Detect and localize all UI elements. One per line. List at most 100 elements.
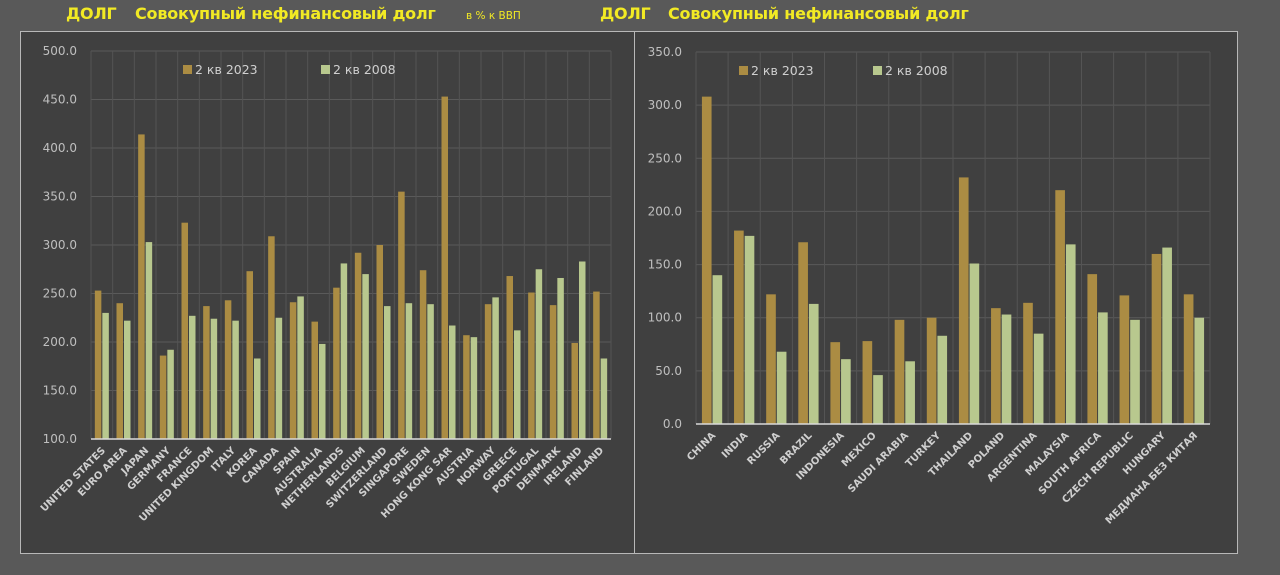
left-header-title: Совокупный нефинансовый долг bbox=[135, 4, 436, 23]
right-bar-chart: 350.0 300.0 250.0 200.0 150.0 100.0 50.0 0.0CHI… bbox=[648, 45, 1211, 527]
right-chart-panel: 350.0 300.0 250.0 200.0 150.0 100.0 50.0 0.0 CHI… bbox=[634, 31, 1238, 554]
bar-2008 bbox=[905, 361, 915, 424]
bar-2008 bbox=[1162, 247, 1172, 424]
bar-2023 bbox=[926, 317, 937, 424]
bar-2023 bbox=[593, 291, 600, 439]
bar-2008 bbox=[362, 274, 369, 439]
x-category-label: INDIA bbox=[720, 430, 750, 460]
y-tick-label: 350.0 bbox=[43, 190, 77, 204]
bar-2008 bbox=[340, 263, 348, 439]
y-tick-label: 200.0 bbox=[43, 335, 77, 349]
bar-2023 bbox=[766, 294, 776, 424]
bar-2023 bbox=[528, 292, 535, 439]
legend-label: 2 кв 2008 bbox=[333, 62, 396, 77]
bar-2008 bbox=[808, 303, 819, 424]
y-tick-label: 200.0 bbox=[648, 204, 682, 218]
bar-2008 bbox=[776, 351, 787, 424]
y-tick-label: 450.0 bbox=[43, 93, 77, 107]
bar-2023 bbox=[138, 134, 145, 440]
bar-2008 bbox=[873, 375, 883, 424]
bar-2008 bbox=[557, 277, 564, 439]
bar-2008 bbox=[1033, 333, 1044, 424]
bar-2023 bbox=[463, 335, 470, 439]
bar-2008 bbox=[744, 235, 755, 424]
legend-label: 2 кв 2023 bbox=[751, 63, 814, 78]
bar-2023 bbox=[571, 342, 578, 439]
bar-2008 bbox=[514, 330, 521, 439]
y-tick-label: 350.0 bbox=[648, 45, 682, 59]
left-header-tag: ДОЛГ bbox=[66, 4, 117, 23]
y-tick-label: 300.0 bbox=[648, 98, 682, 112]
left-chart-panel: 500.0 450.0 400.0 350.0 300.0 250.0 200.0 150.0… bbox=[20, 31, 635, 554]
legend-swatch-2008 bbox=[321, 65, 330, 74]
y-tick-label: 300.0 bbox=[43, 238, 77, 252]
bar-2023 bbox=[311, 321, 318, 439]
bar-2023 bbox=[894, 319, 905, 424]
bar-2023 bbox=[1151, 253, 1162, 424]
bar-2023 bbox=[441, 96, 448, 439]
legend-swatch-2023 bbox=[183, 65, 192, 74]
bar-2023 bbox=[1087, 274, 1098, 424]
bar-2023 bbox=[1055, 190, 1065, 424]
bar-2023 bbox=[268, 236, 275, 439]
bar-2023 bbox=[549, 305, 557, 439]
bar-2023 bbox=[289, 302, 297, 439]
x-category-label: SAUDI ARABIA bbox=[846, 430, 911, 495]
y-tick-label: 150.0 bbox=[43, 384, 77, 398]
bar-2008 bbox=[232, 320, 239, 439]
legend-label: 2 кв 2023 bbox=[195, 62, 258, 77]
bar-2023 bbox=[701, 96, 712, 424]
bar-2008 bbox=[1065, 244, 1076, 424]
bar-2008 bbox=[319, 343, 326, 439]
y-tick-label: 250.0 bbox=[43, 287, 77, 301]
y-tick-label: 150.0 bbox=[648, 258, 682, 272]
bar-2023 bbox=[862, 341, 873, 424]
bar-2023 bbox=[798, 242, 808, 424]
legend-swatch-2023 bbox=[739, 66, 748, 75]
bar-2008 bbox=[297, 296, 304, 439]
bar-2008 bbox=[712, 275, 723, 424]
bar-2008 bbox=[535, 269, 543, 439]
bar-2023 bbox=[419, 270, 427, 439]
bar-2023 bbox=[398, 191, 405, 439]
right-header-title: Совокупный нефинансовый долг bbox=[668, 4, 969, 23]
bar-2008 bbox=[600, 358, 608, 439]
bar-2023 bbox=[181, 222, 188, 439]
bar-2023 bbox=[224, 300, 232, 439]
bar-2023 bbox=[1119, 295, 1130, 424]
bar-2023 bbox=[991, 308, 1001, 424]
bar-2023 bbox=[830, 342, 841, 424]
bar-2023 bbox=[484, 304, 492, 439]
y-tick-label: 100.0 bbox=[43, 432, 77, 446]
bar-2008 bbox=[1098, 312, 1108, 424]
bar-2023 bbox=[734, 230, 744, 424]
bar-2008 bbox=[427, 304, 434, 439]
bar-2023 bbox=[333, 287, 340, 439]
bar-2023 bbox=[246, 271, 253, 439]
bar-2008 bbox=[492, 297, 499, 439]
legend-swatch-2008 bbox=[873, 66, 882, 75]
bar-2008 bbox=[102, 312, 109, 439]
bar-2008 bbox=[145, 242, 153, 439]
bar-2023 bbox=[354, 252, 362, 439]
bar-2023 bbox=[376, 245, 383, 439]
y-tick-label: 400.0 bbox=[43, 141, 77, 155]
bar-2023 bbox=[116, 303, 123, 439]
bar-2008 bbox=[275, 317, 283, 439]
bar-2008 bbox=[969, 263, 980, 424]
bar-2023 bbox=[1183, 294, 1194, 424]
bar-2008 bbox=[1130, 319, 1140, 424]
bar-2023 bbox=[506, 276, 513, 439]
x-category-label: CHINA bbox=[685, 430, 718, 463]
bar-2023 bbox=[958, 177, 969, 424]
bar-2008 bbox=[124, 320, 131, 439]
bar-2008 bbox=[254, 358, 261, 439]
y-tick-label: 0.0 bbox=[663, 417, 682, 431]
bar-2023 bbox=[94, 290, 102, 439]
left-bar-chart: 500.0 450.0 400.0 350.0 300.0 250.0 200.0 150.0… bbox=[39, 44, 612, 524]
y-tick-label: 500.0 bbox=[43, 44, 77, 58]
bar-2008 bbox=[167, 349, 174, 439]
bar-2008 bbox=[937, 335, 948, 424]
x-category-label: RUSSIA bbox=[745, 430, 782, 467]
bar-2023 bbox=[1023, 302, 1033, 424]
